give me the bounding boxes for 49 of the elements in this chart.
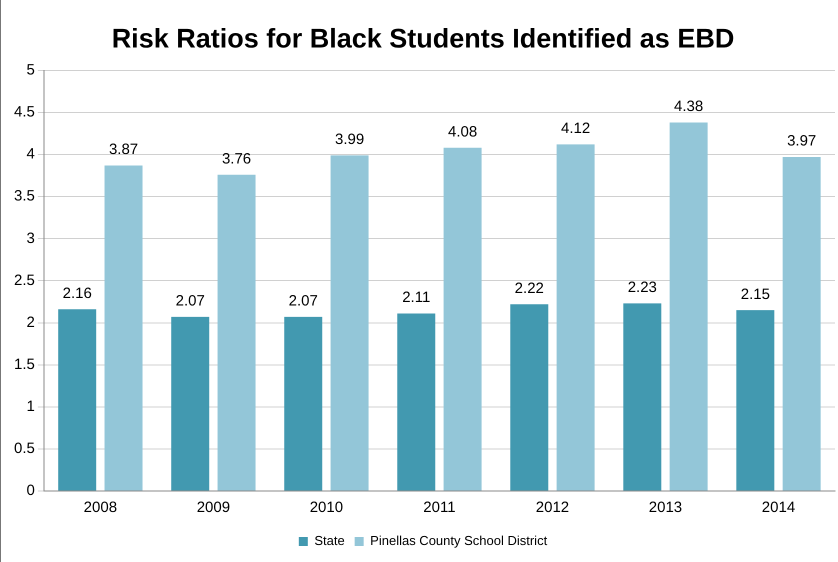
y-tick-label: 2.5: [14, 272, 35, 289]
data-label: 2.22: [514, 280, 544, 297]
data-label: 2.16: [62, 284, 92, 302]
y-tick-label: 0.5: [14, 440, 35, 458]
data-label: 2.07: [288, 292, 318, 310]
x-tick-label: 2013: [648, 499, 682, 516]
bar: [623, 303, 662, 490]
x-tick-label: 2012: [536, 499, 570, 516]
bar: [397, 314, 436, 490]
data-label: 3.76: [222, 150, 252, 168]
x-tick-label: 2011: [423, 499, 456, 516]
legend-label: State: [314, 533, 345, 548]
legend-label: Pinellas County School District: [370, 533, 548, 548]
y-tick-label: 3.5: [14, 188, 35, 205]
bar: [58, 309, 96, 490]
bar: [104, 165, 143, 490]
bar: [444, 148, 482, 490]
chart-title: Risk Ratios for Black Students Identified as EBD: [112, 24, 734, 54]
bar: [782, 157, 821, 490]
y-tick-label: 4.5: [14, 104, 35, 121]
data-label: 2.11: [402, 289, 430, 306]
bar: [330, 155, 369, 490]
x-tick-label: 2009: [196, 499, 230, 516]
y-tick-label: 3: [26, 230, 35, 247]
data-label: 2.07: [176, 292, 205, 310]
y-tick-label: 4: [26, 146, 35, 163]
data-label: 2.15: [740, 286, 770, 303]
bar: [218, 174, 256, 490]
data-label: 3.97: [787, 132, 816, 150]
y-tick-label: 1: [26, 398, 35, 416]
bar: [284, 316, 322, 490]
y-tick-label: 1.5: [14, 356, 35, 373]
data-label: 3.99: [334, 131, 364, 148]
data-label: 2.23: [628, 279, 657, 296]
x-tick-label: 2008: [84, 499, 118, 516]
data-label: 4.38: [674, 98, 704, 116]
y-tick-label: 2: [26, 314, 35, 331]
bar: [556, 144, 595, 490]
bar: [670, 122, 708, 490]
y-tick-label: 5: [26, 62, 35, 79]
y-tick-label: 0: [26, 482, 35, 500]
bar: [171, 316, 210, 490]
data-label: 4.12: [561, 120, 590, 138]
x-tick-label: 2010: [310, 499, 344, 516]
x-tick-label: 2014: [762, 499, 796, 516]
bar: [510, 304, 548, 490]
bar: [736, 310, 774, 490]
data-label: 4.08: [448, 123, 478, 140]
data-label: 3.87: [108, 141, 138, 158]
